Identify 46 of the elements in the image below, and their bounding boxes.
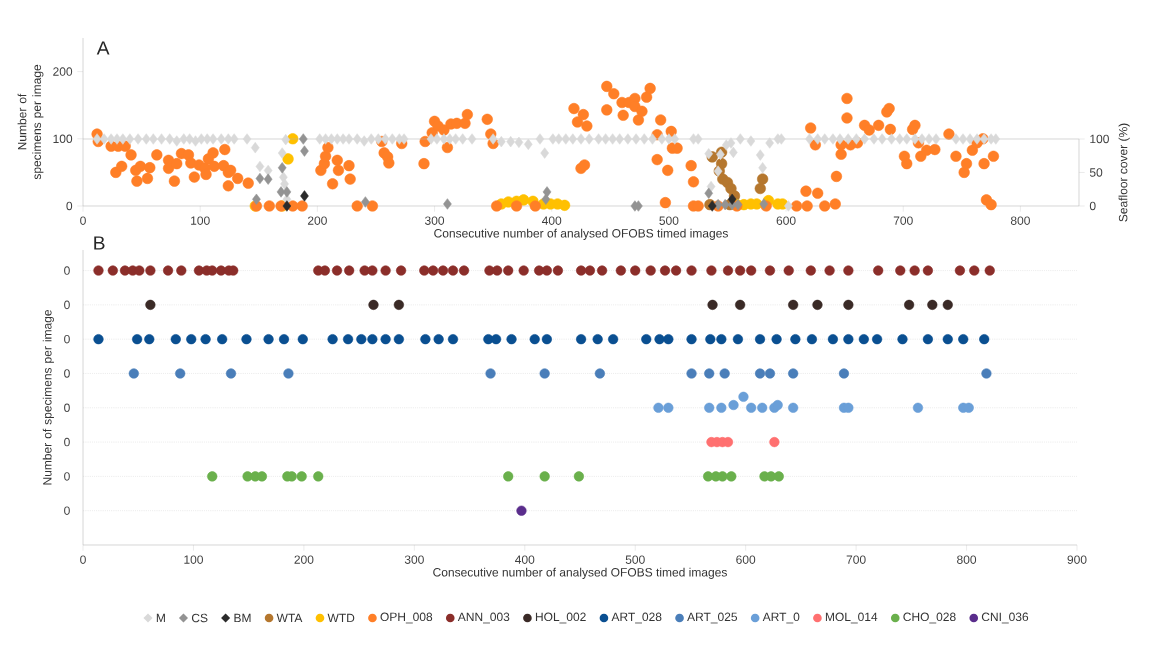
legend-label: OPH_008 — [380, 612, 433, 624]
x-tick-label: 400 — [541, 216, 562, 225]
legend-label: BM — [234, 613, 251, 623]
x-tick-label: 800 — [957, 555, 977, 564]
y-tick-label: 100 — [53, 134, 73, 144]
annotation: A — [96, 41, 110, 55]
y2-tick-label: 0 — [1089, 201, 1096, 211]
legend-label: ANN_003 — [457, 612, 510, 624]
y2-tick-label: 50 — [1089, 168, 1103, 177]
x-tick-label: 100 — [184, 555, 203, 564]
x-tick-label: 800 — [1010, 216, 1030, 225]
x-tick-label: 700 — [846, 555, 866, 564]
x-tick-label: 900 — [1067, 555, 1087, 564]
y2-tick-label: 100 — [1090, 134, 1109, 144]
x-tick-label: 500 — [659, 216, 679, 225]
x-tick-label: 700 — [893, 216, 913, 225]
x-tick-label: 200 — [294, 555, 314, 564]
x-axis-title: Consecutive number of analysed OFOBS timed images — [434, 228, 728, 240]
x-tick-label: 400 — [515, 555, 535, 564]
legend-label: MOL_014 — [825, 612, 878, 624]
legend-label: HOL_002 — [535, 612, 586, 624]
x-tick-label: 0 — [80, 216, 86, 225]
legend-label: WTD — [327, 613, 355, 623]
y-tick-label: 0 — [66, 201, 73, 211]
x-tick-label: 200 — [307, 216, 327, 225]
legend-label: CS — [191, 613, 208, 623]
legend-label: ART_0 — [762, 612, 800, 624]
legend-label: ART_028 — [611, 612, 662, 624]
legend-label: CNI_036 — [981, 612, 1029, 624]
x-tick-label: 500 — [625, 555, 645, 564]
x-tick-label: 300 — [404, 555, 424, 564]
x-axis-title: Consecutive number of analysed OFOBS timed images — [433, 567, 727, 579]
y-axis-title: Number of specimens per image — [17, 64, 44, 180]
legend-label: M — [156, 613, 165, 623]
legend-label: WTA — [276, 613, 303, 623]
x-tick-label: 0 — [80, 555, 86, 564]
legend-label: CHO_028 — [903, 612, 956, 624]
x-tick-label: 600 — [776, 216, 796, 225]
x-tick-label: 100 — [191, 216, 210, 225]
y2-axis-title: Seafloor cover (%) — [1118, 123, 1130, 222]
y-axis-title: Number of specimens per image — [42, 310, 54, 485]
x-tick-label: 600 — [736, 555, 756, 564]
legend-label: ART_025 — [687, 612, 738, 624]
text: B — [94, 236, 105, 250]
x-tick-label: 300 — [424, 216, 445, 225]
y-tick-label: 200 — [53, 67, 73, 76]
